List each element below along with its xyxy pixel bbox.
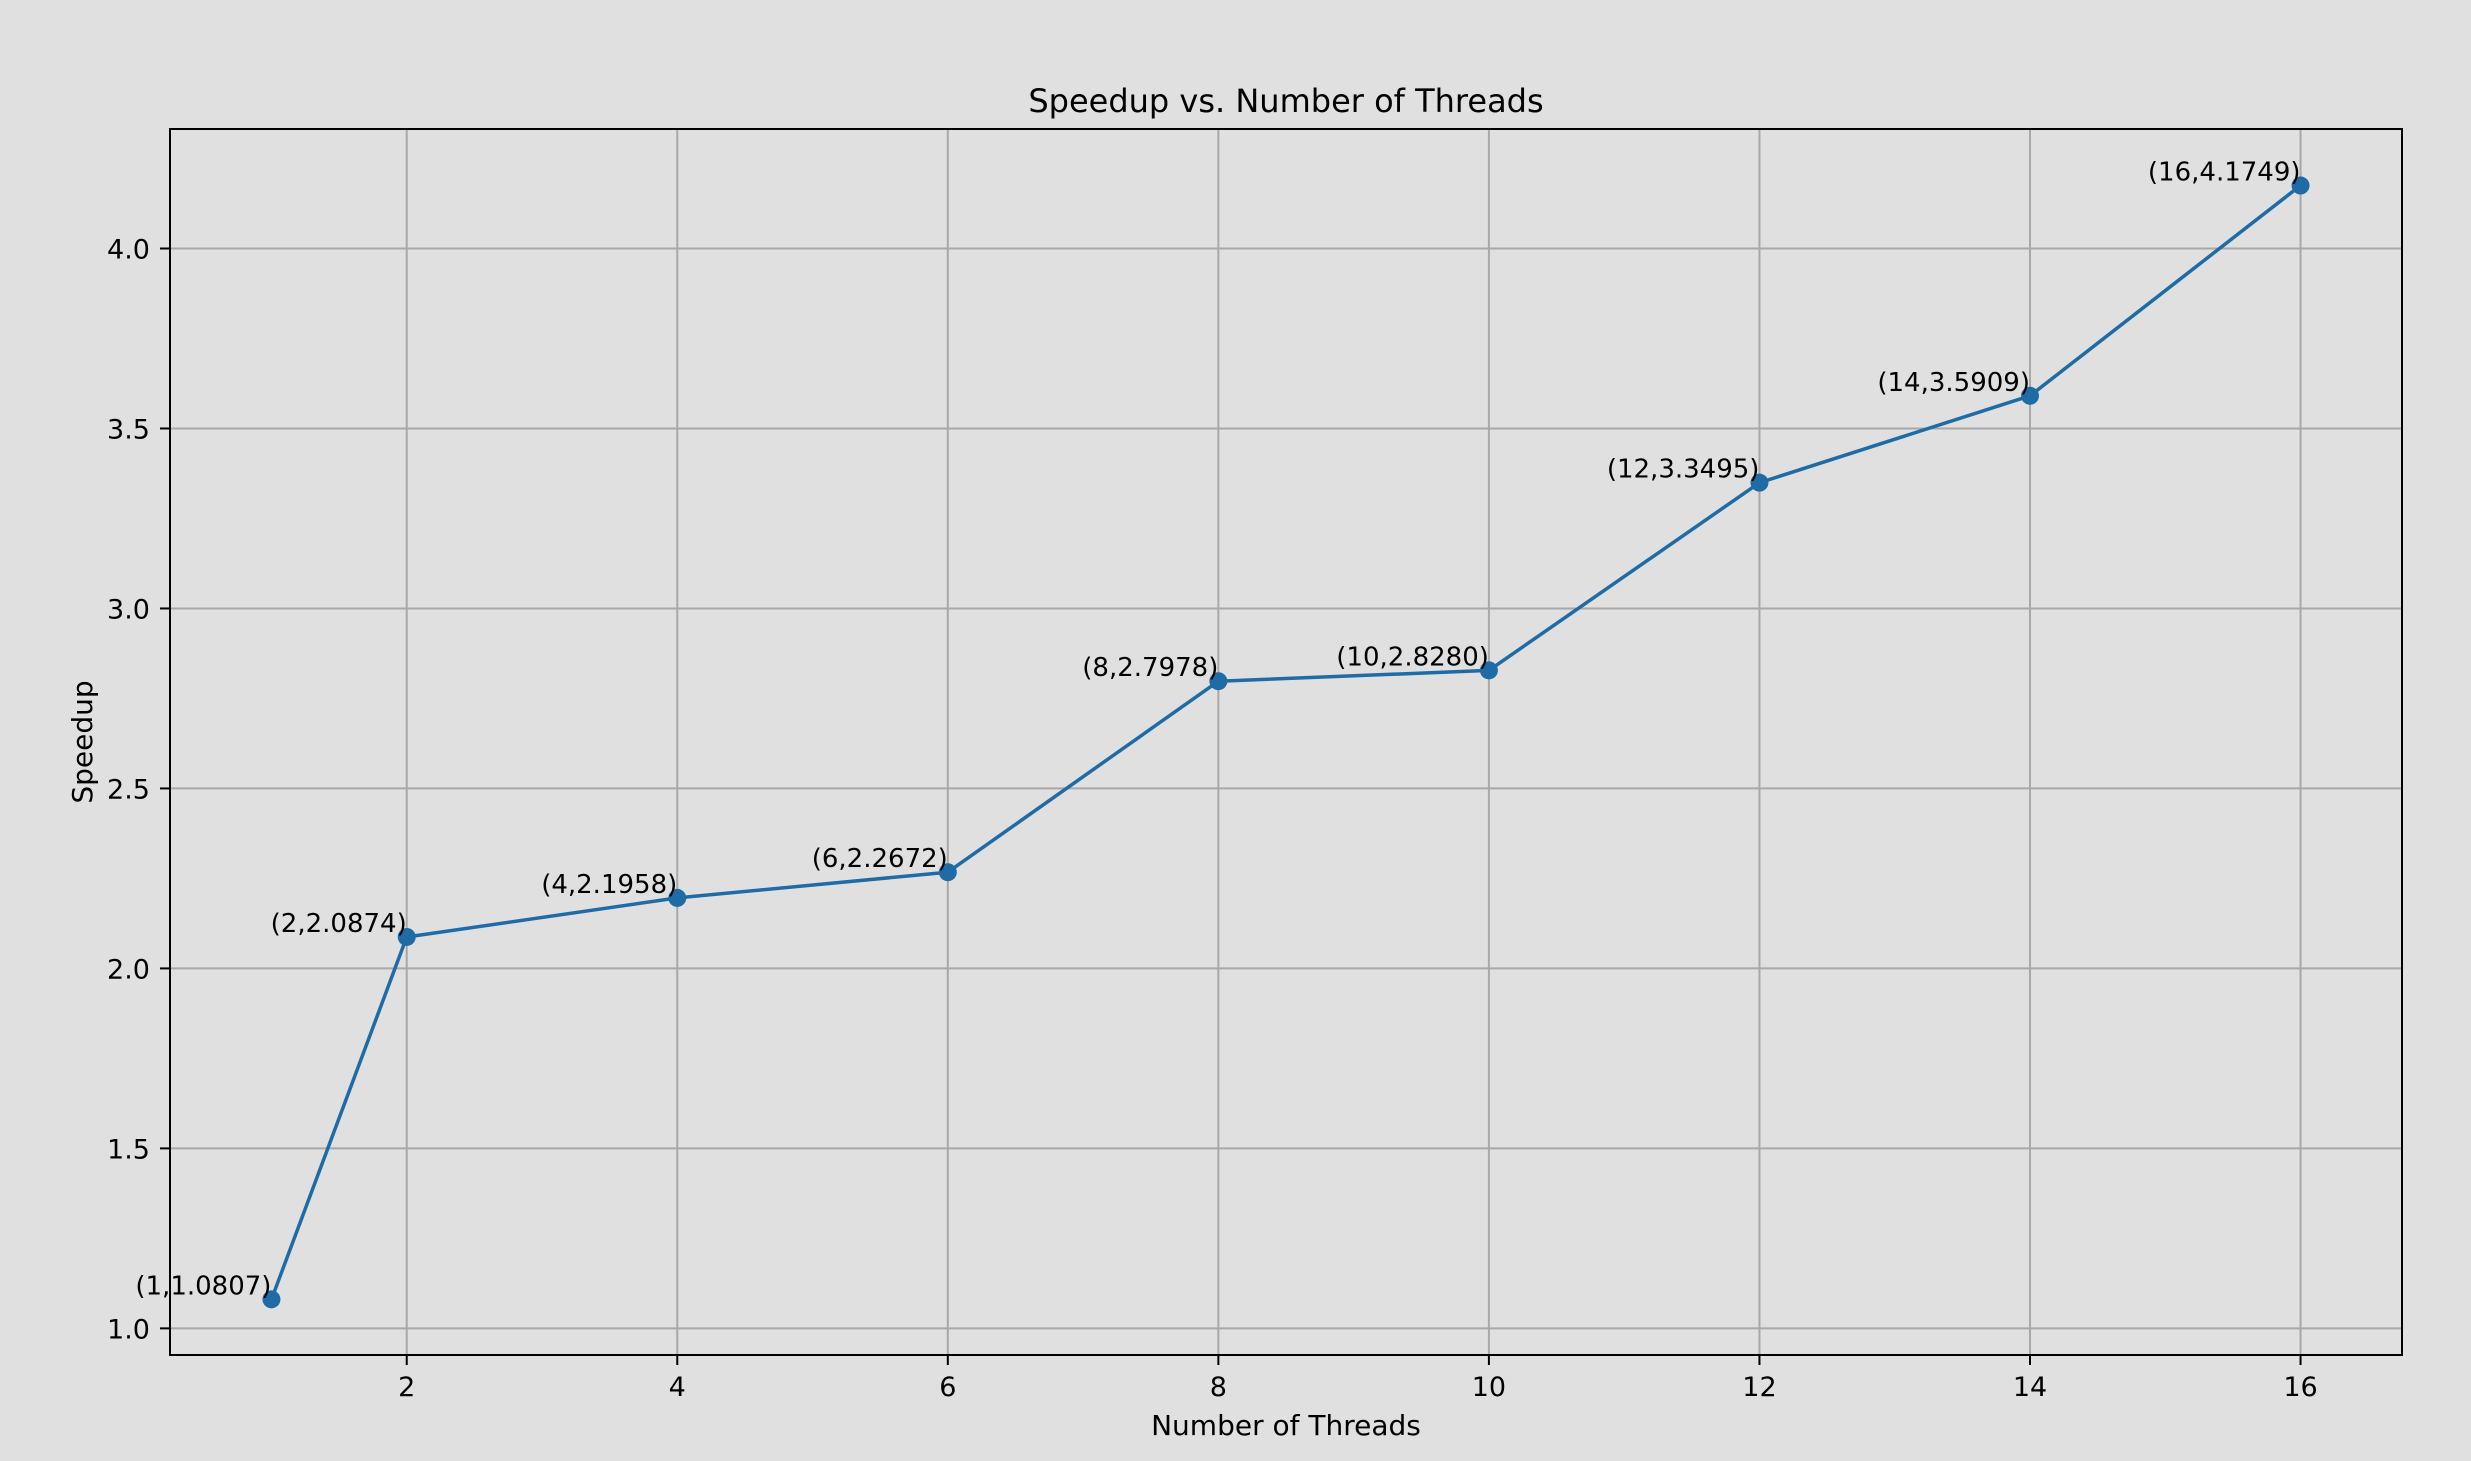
data-label: (14,3.5909) — [1877, 368, 2030, 398]
data-label: (12,3.3495) — [1607, 455, 1760, 485]
data-label: (16,4.1749) — [2148, 158, 2301, 188]
data-label: (10,2.8280) — [1336, 642, 1489, 672]
x-axis-label: Number of Threads — [1151, 1409, 1421, 1442]
y-tick-label: 2.5 — [107, 774, 150, 805]
y-axis-label: Speedup — [66, 680, 99, 803]
x-tick-label: 10 — [1472, 1372, 1506, 1403]
data-point — [397, 927, 416, 946]
x-tick-label: 16 — [2283, 1372, 2317, 1403]
ticks: 2 4 6 8 10 12 14 16 1.0 1.5 2.0 2.5 3.0 3.5 4.0 — [107, 235, 2318, 1403]
x-tick-label: 14 — [2013, 1372, 2047, 1403]
data-label: (1,1.0807) — [135, 1271, 271, 1301]
data-label: (6,2.2672) — [812, 844, 948, 874]
y-tick-label: 3.0 — [107, 594, 150, 625]
y-tick-label: 2.0 — [107, 954, 150, 985]
y-tick-label: 3.5 — [107, 414, 150, 445]
data-point — [1750, 473, 1769, 492]
x-tick-label: 12 — [1742, 1372, 1776, 1403]
plot-frame — [169, 128, 2403, 1356]
data-point — [2291, 176, 2310, 195]
data-point — [938, 863, 957, 882]
data-series: (1,1.0807) (2,2.0874) (4,2.1958) (6,2.2672)… — [135, 158, 2310, 1309]
data-point — [262, 1290, 281, 1309]
x-tick-label: 4 — [669, 1372, 686, 1403]
data-point — [1209, 672, 1228, 691]
x-tick-label: 2 — [398, 1372, 415, 1403]
chart-title: Speedup vs. Number of Threads — [1028, 82, 1543, 120]
data-label: (2,2.0874) — [271, 909, 407, 939]
grid — [170, 129, 2402, 1355]
y-tick-label: 1.0 — [107, 1314, 150, 1345]
data-label: (8,2.7978) — [1082, 653, 1218, 683]
data-point — [2021, 386, 2039, 405]
y-tick-label: 1.5 — [107, 1134, 150, 1165]
x-tick-label: 8 — [1210, 1372, 1227, 1403]
data-label: (4,2.1958) — [541, 870, 677, 900]
x-tick-label: 6 — [939, 1372, 956, 1403]
y-tick-label: 4.0 — [107, 235, 150, 266]
data-point — [1479, 661, 1498, 680]
data-point — [668, 888, 687, 907]
